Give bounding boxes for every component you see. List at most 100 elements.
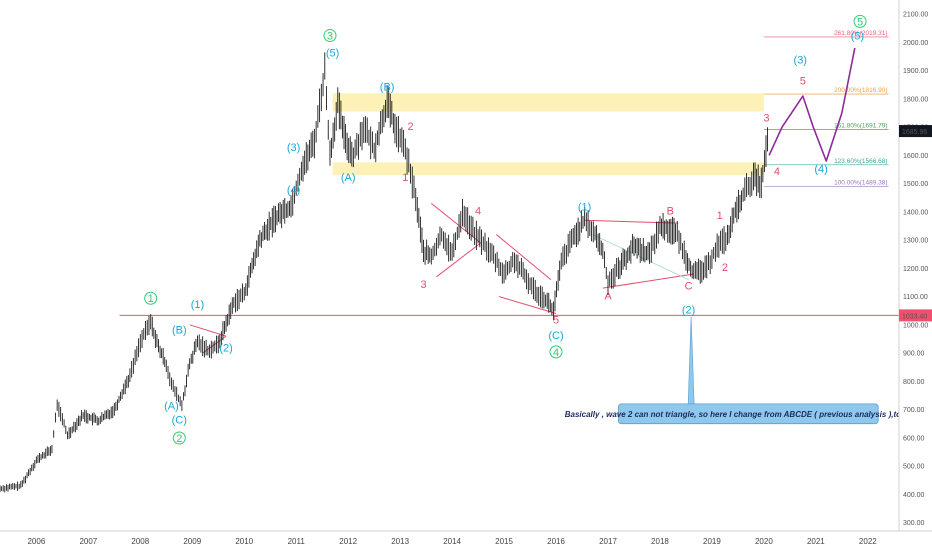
x-tick-label: 2012 (339, 537, 357, 546)
wave-label: 3 (420, 279, 426, 291)
price-series (0, 47, 856, 493)
wave-label: B (667, 206, 674, 218)
price-tag-box (899, 125, 932, 138)
fib-level-label: 123.60%(1566.68) (834, 158, 888, 165)
wave-label: (A) (341, 172, 356, 184)
trendline (495, 234, 552, 281)
y-tick-label: 300.00 (903, 520, 925, 527)
wave-label: 4 (475, 206, 481, 218)
y-axis-panel (899, 0, 932, 550)
y-tick-label: 400.00 (903, 492, 925, 499)
wave-label: (1) (578, 201, 591, 213)
trendline (189, 324, 227, 337)
y-tick-label: 800.00 (903, 379, 925, 386)
y-tick-label: 1300.00 (903, 238, 928, 245)
wave-label-circle (549, 345, 563, 359)
wave-label: (C) (172, 415, 187, 427)
x-tick-label: 2007 (79, 537, 97, 546)
y-tick-label: 600.00 (903, 435, 925, 442)
trendline (436, 242, 481, 278)
wave-label-circle (853, 14, 867, 28)
wave-label: 5 (553, 314, 559, 326)
x-tick-label: 2013 (391, 537, 409, 546)
fib-level-label: 100.00%(1489.38) (834, 180, 888, 187)
wave-label: 2 (722, 262, 728, 274)
x-tick-label: 2009 (183, 537, 201, 546)
wave-label: (B) (380, 81, 395, 93)
price-tag-box (899, 309, 932, 322)
fib-level-label: 161.80%(1691.79) (834, 122, 888, 129)
x-tick-label: 2015 (495, 537, 513, 546)
x-tick-label: 2021 (807, 537, 825, 546)
x-tick-label: 2008 (131, 537, 149, 546)
wave-label: 1 (148, 293, 154, 305)
wave-label: 5 (800, 76, 806, 88)
wave-label: (4) (287, 184, 300, 196)
y-tick-label: 1400.00 (903, 209, 928, 216)
annotation-text: Basically , wave 2 can not triangle, so … (565, 410, 932, 419)
wave-label: (2) (682, 305, 695, 317)
fib-level-label: 200.00%(1816.90) (834, 87, 888, 94)
trendline (498, 296, 557, 314)
y-tick-label: 900.00 (903, 351, 925, 358)
wave-label: (5) (326, 47, 339, 59)
resistance-zone (332, 93, 764, 112)
y-tick-label: 1900.00 (903, 68, 928, 75)
wave-label: A (604, 290, 612, 302)
wave-label: (3) (794, 55, 807, 67)
resistance-zone (332, 162, 764, 176)
x-tick-label: 2022 (859, 537, 877, 546)
y-tick-label: 1200.00 (903, 266, 928, 273)
trendline (602, 273, 694, 289)
wave-label: (A) (164, 401, 179, 413)
y-tick-label: 1500.00 (903, 181, 928, 188)
highlight-zones (332, 93, 764, 176)
y-tick-label: 2000.00 (903, 40, 928, 47)
wave-label: 5 (857, 16, 863, 28)
x-tick-label: 2016 (547, 537, 565, 546)
annotation-box (617, 403, 879, 425)
wave-label: (2) (219, 343, 232, 355)
trendline (584, 219, 679, 224)
wave-label: 2 (407, 121, 413, 133)
fib-level-label: 261.80%(2019.31) (834, 30, 888, 37)
wave-label: (B) (172, 324, 187, 336)
wave-label: 3 (763, 112, 769, 124)
x-tick-label: 2014 (443, 537, 461, 546)
wave-label: 4 (774, 166, 780, 178)
wave-label-circle (172, 431, 186, 445)
wave-label: 2 (176, 433, 182, 445)
x-tick-label: 2011 (288, 537, 306, 546)
x-tick-label: 2020 (755, 537, 773, 546)
x-tick-label: 2018 (651, 537, 669, 546)
wave-labels: 1 2 3 4 5 (A) (B) (C) (1) (2) (3) (4) (5) (A) (B) (C) (1… (144, 14, 867, 445)
wave-label: (1) (191, 299, 204, 311)
wave-label: (C) (548, 330, 563, 342)
wave-label: C (685, 281, 693, 293)
x-tick-label: 2019 (703, 537, 721, 546)
wave-label: 1 (717, 210, 723, 222)
x-tick-label: 2006 (27, 537, 45, 546)
y-tick-label: 1800.00 (903, 96, 928, 103)
x-tick-label: 2017 (599, 537, 617, 546)
wave-label: 1 (402, 172, 408, 184)
wave-label: (4) (814, 163, 827, 175)
y-tick-label: 1100.00 (903, 294, 928, 301)
wave-label: 4 (553, 347, 559, 359)
wave-label-circle (323, 29, 337, 43)
wave-label: (3) (287, 142, 300, 154)
wave-label-circle (144, 291, 158, 305)
y-tick-label: 1600.00 (903, 153, 928, 160)
price-tag-label: 1033.40 (902, 313, 927, 320)
wave-label: 3 (327, 31, 333, 43)
y-tick-label: 700.00 (903, 407, 925, 414)
y-tick-label: 500.00 (903, 464, 925, 471)
y-tick-label: 2100.00 (903, 12, 928, 19)
projection-path (768, 47, 856, 162)
annotation-callout: Basically , wave 2 can not triangle, so … (565, 316, 932, 425)
y-tick-label: 1000.00 (903, 322, 928, 329)
